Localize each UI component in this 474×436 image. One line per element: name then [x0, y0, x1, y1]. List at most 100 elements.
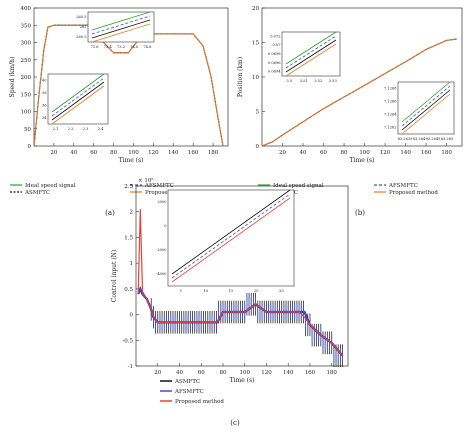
inset-series-line — [285, 43, 337, 77]
x-tick-label: 100 — [239, 370, 250, 376]
y-tick-label: 1.5 — [124, 235, 133, 241]
y-tick-label: 2 — [130, 210, 134, 216]
inset-x-tick-label: 83.265 — [441, 137, 454, 141]
y-tick-label: 350 — [21, 23, 32, 29]
x-tick-label: 120 — [261, 370, 272, 376]
inset-y-tick-label: 40 — [42, 78, 47, 82]
x-tick-label: 20 — [50, 150, 57, 156]
x-tick-label: 60 — [320, 150, 327, 156]
y-axis-label: Control input (N) — [111, 250, 118, 303]
inset-series-line — [401, 93, 451, 135]
inset-y-tick-label: -2000 — [156, 248, 167, 252]
x-tick-label: 160 — [305, 370, 316, 376]
y-tick-label: 2.5 — [124, 184, 133, 190]
x-tick-label: 40 — [300, 150, 307, 156]
y-tick-label: 0 — [130, 313, 134, 319]
inset-y-tick-label: -4000 — [156, 272, 167, 276]
inset-x-tick-label: 73.2 — [117, 45, 125, 49]
inset-series-line — [91, 11, 151, 31]
series-line — [137, 209, 344, 357]
legend-label: ASMFTC — [174, 379, 200, 385]
inset-series-line — [91, 23, 151, 43]
y-axis-label: Speed (km/h) — [9, 57, 16, 98]
y-tick-label: 0.5 — [124, 287, 133, 293]
inset-y-tick-label: 0.0696 — [268, 61, 281, 65]
panel-label: (a) — [105, 209, 115, 217]
panel-label: (c) — [230, 419, 240, 427]
inset-series-line — [171, 197, 291, 283]
x-tick-label: 40 — [176, 370, 183, 376]
x-tick-label: 80 — [219, 370, 226, 376]
inset-y-tick-label: 7.1268 — [384, 87, 397, 91]
inset-y-tick-label: 262 — [80, 25, 87, 29]
y-tick-label: 200 — [21, 75, 32, 81]
inset-x-tick-label: 3.5 — [286, 79, 292, 83]
inset-x-tick-label: 5 — [179, 289, 182, 293]
series-line — [33, 24, 224, 147]
inset-series-line — [51, 73, 105, 113]
inset-y-tick-label: 7.1264 — [384, 113, 397, 117]
inset-y-tick-label: 34 — [42, 116, 47, 120]
inset-series-line — [401, 85, 451, 127]
inset-series-line — [51, 81, 105, 121]
inset-x-tick-label: 20 — [254, 289, 259, 293]
y-tick-label: 400 — [21, 6, 32, 12]
exponent-label: × 10⁵ — [138, 177, 154, 184]
inset-x-tick-label: 72.4 — [104, 45, 113, 49]
x-tick-label: 20 — [279, 150, 286, 156]
x-axis-label: Time (s) — [230, 377, 255, 384]
inset-series-line — [51, 85, 105, 125]
y-tick-label: -1 — [128, 364, 133, 370]
inset-series-line — [401, 89, 451, 131]
inset-y-tick-label: 7.1266 — [384, 100, 397, 104]
y-tick-label: 300 — [21, 41, 32, 47]
x-tick-label: 40 — [70, 150, 77, 156]
x-tick-label: 180 — [208, 150, 219, 156]
inset-x-tick-label: 74.0 — [130, 45, 139, 49]
x-tick-label: 160 — [188, 150, 199, 156]
inset-series-line — [91, 15, 151, 35]
inset-y-tick-label: 38 — [42, 91, 47, 95]
y-tick-label: 20 — [252, 6, 259, 12]
panel-label: (b) — [355, 209, 365, 217]
inset-y-tick-label: 36 — [42, 103, 47, 107]
y-tick-label: 10 — [252, 75, 259, 81]
inset-frame — [87, 11, 155, 43]
x-tick-label: 120 — [380, 150, 391, 156]
x-tick-label: 160 — [421, 150, 432, 156]
inset-x-tick-label: 3.52 — [314, 79, 322, 83]
inset-x-tick-label: 74.8 — [143, 45, 152, 49]
y-tick-label: 1 — [130, 261, 134, 267]
series-line — [261, 38, 457, 147]
x-tick-label: 100 — [359, 150, 370, 156]
y-tick-label: 5 — [256, 110, 260, 116]
inset-series-line — [171, 189, 291, 275]
x-axis-label: Time (s) — [119, 157, 144, 164]
y-tick-label: 150 — [21, 92, 32, 98]
inset-x-tick-label: 2.1 — [53, 127, 59, 131]
y-tick-label: 0 — [256, 144, 260, 150]
legend-label: AFSMFTC — [174, 389, 204, 395]
inset-x-tick-label: 15 — [229, 289, 234, 293]
y-axis-label: Position (km) — [237, 57, 244, 97]
y-tick-label: 100 — [21, 110, 32, 116]
x-tick-label: 20 — [154, 370, 161, 376]
inset-y-tick-label: 2000 — [157, 200, 167, 204]
legend-label: AFSMFTC — [388, 183, 418, 189]
inset-series-line — [285, 31, 337, 65]
inset-y-tick-label: 260.5 — [76, 35, 87, 39]
inset-y-tick-label: 7.1262 — [384, 126, 397, 130]
y-tick-label: 15 — [252, 41, 259, 47]
x-tick-label: 80 — [341, 150, 348, 156]
x-axis-label: Time (s) — [350, 157, 375, 164]
inset-x-tick-label: 3.53 — [329, 79, 338, 83]
inset-y-tick-label: 0.0694 — [268, 70, 281, 74]
inset-y-tick-label: 0 — [164, 224, 167, 228]
inset-series-line — [91, 19, 151, 39]
x-tick-label: 100 — [128, 150, 139, 156]
inset-x-tick-label: 83.2645 — [426, 137, 442, 141]
legend-label: Proposed method — [175, 399, 224, 405]
y-tick-label: -0.5 — [122, 338, 133, 344]
x-tick-label: 140 — [400, 150, 411, 156]
